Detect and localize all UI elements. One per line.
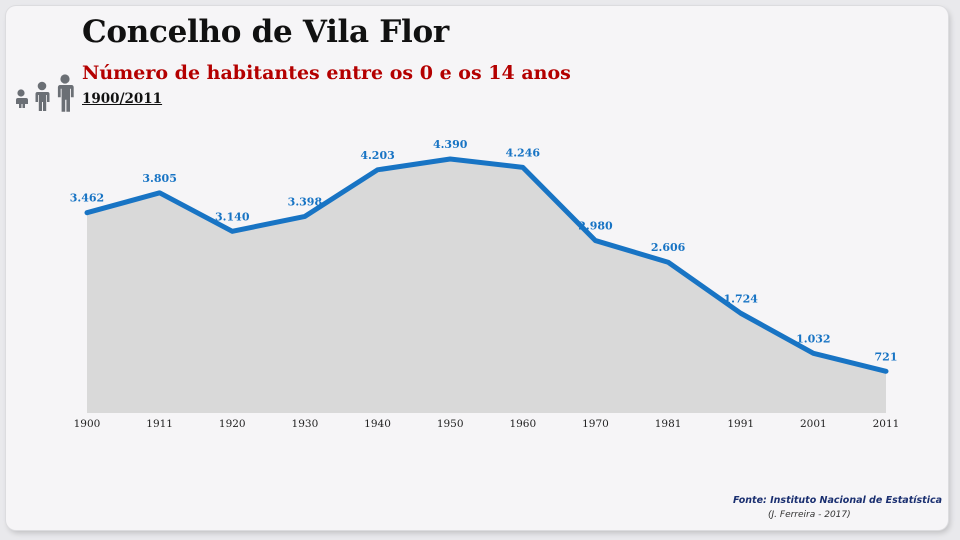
x-tick-label: 1920	[219, 418, 246, 430]
data-label: 4.246	[506, 146, 541, 159]
x-tick-label: 1960	[509, 418, 536, 430]
x-tick-label: 1981	[655, 418, 682, 430]
data-label: 3.140	[215, 210, 250, 223]
x-tick-label: 1911	[146, 418, 173, 430]
x-tick-label: 2001	[800, 418, 827, 430]
x-tick-label: 1970	[582, 418, 609, 430]
area-fill	[87, 159, 886, 413]
period-label: 1900/2011	[82, 91, 163, 107]
data-label: 3.462	[70, 192, 104, 205]
series-line	[84, 156, 889, 374]
data-label: 2.980	[578, 220, 613, 233]
x-tick-label: 1930	[292, 418, 319, 430]
data-label: 4.203	[360, 149, 394, 162]
age-group-icons	[16, 74, 74, 112]
child-icon	[35, 81, 50, 111]
chart-subtitle: Número de habitantes entre os 0 e os 14 …	[82, 62, 571, 84]
data-label: 2.606	[651, 241, 686, 254]
x-tick-label: 1950	[437, 418, 464, 430]
data-label: 4.390	[433, 138, 468, 151]
data-label: 3.805	[142, 172, 176, 185]
source-note: Fonte: Instituto Nacional de Estatística	[732, 495, 942, 506]
author-note: (J. Ferreira - 2017)	[768, 510, 851, 520]
data-label: 1.724	[724, 292, 759, 305]
chart-title: Concelho de Vila Flor	[82, 14, 449, 50]
x-tick-label: 1991	[727, 418, 754, 430]
data-label: 721	[875, 350, 898, 363]
x-tick-label: 1940	[364, 418, 391, 430]
data-label: 3.398	[288, 195, 323, 208]
data-label: 1.032	[796, 332, 830, 345]
x-tick-label: 2011	[873, 418, 900, 430]
x-tick-label: 1900	[74, 418, 101, 430]
baby-icon	[16, 89, 28, 108]
teen-icon	[57, 74, 74, 112]
